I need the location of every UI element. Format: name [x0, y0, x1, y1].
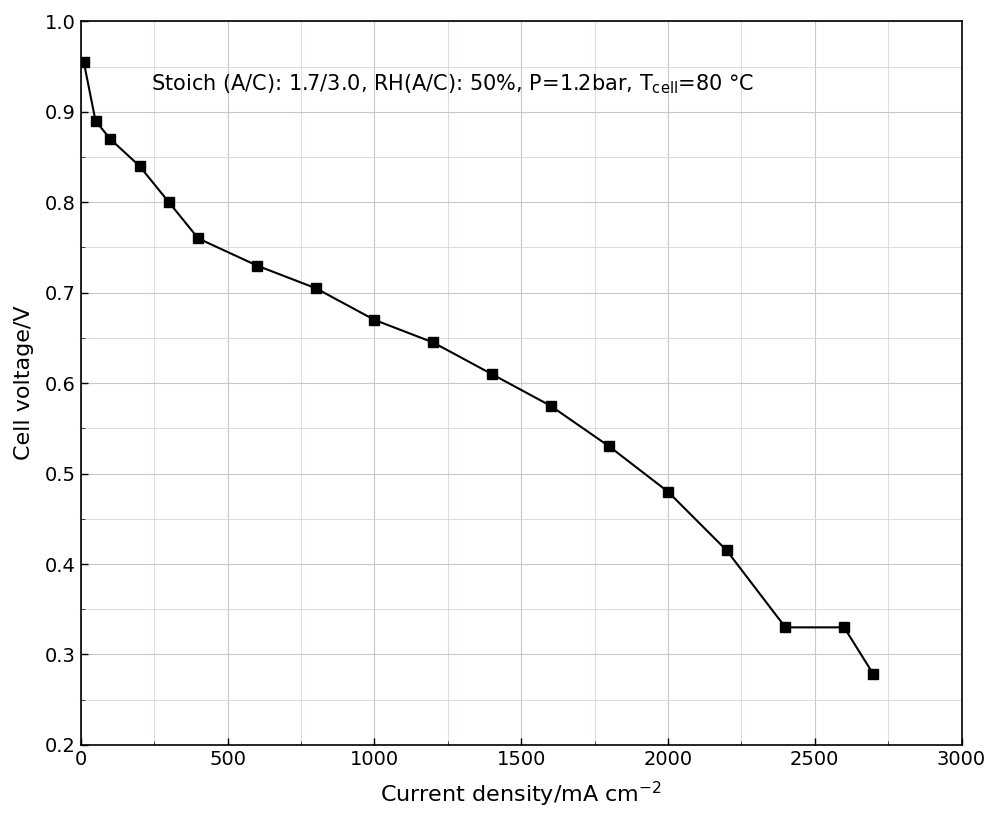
Y-axis label: Cell voltage/V: Cell voltage/V — [14, 306, 34, 461]
Text: Stoich (A/C): 1.7/3.0, RH(A/C): 50%, P=1.2bar, T$_{\rm cell}$=80 °C: Stoich (A/C): 1.7/3.0, RH(A/C): 50%, P=1… — [151, 72, 755, 95]
X-axis label: Current density/mA cm$^{-2}$: Current density/mA cm$^{-2}$ — [380, 780, 662, 809]
